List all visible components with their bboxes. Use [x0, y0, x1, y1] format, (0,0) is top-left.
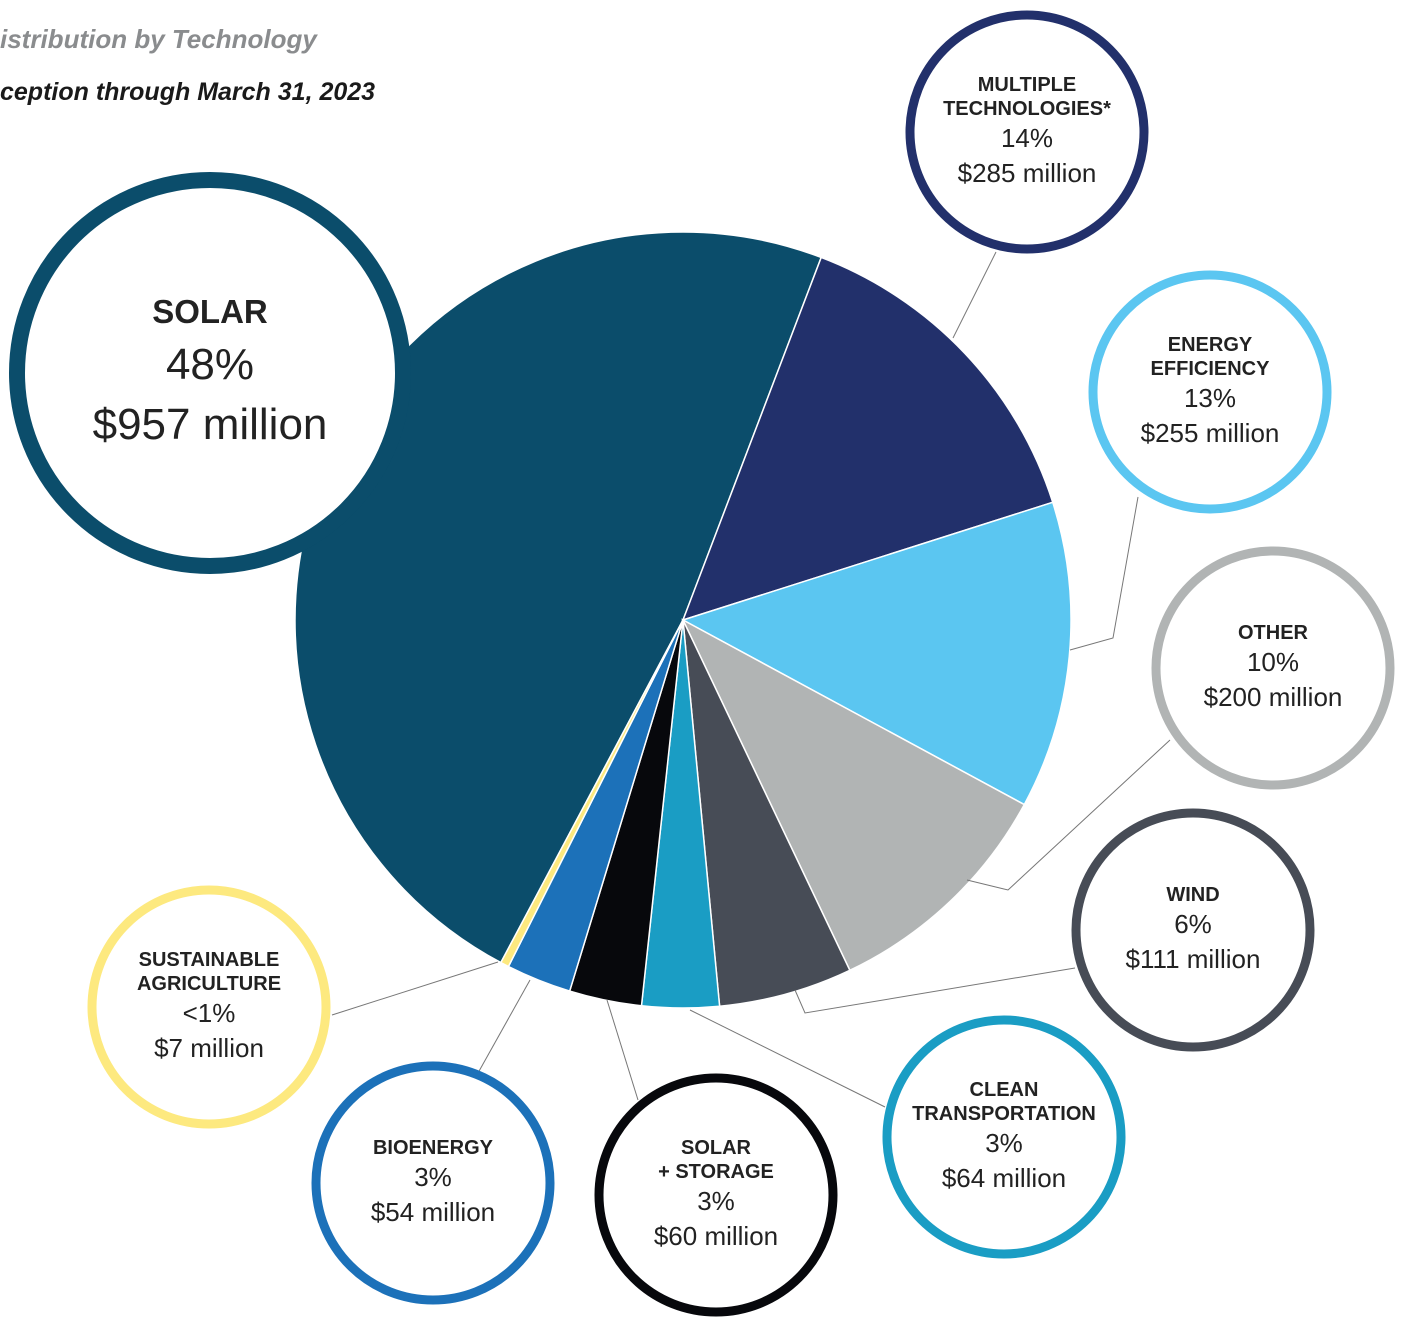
- share-label: 3%: [985, 1127, 1023, 1158]
- share-label: 3%: [414, 1161, 452, 1192]
- bubble-label: CLEAN TRANSPORTATION 3% $64 million: [887, 1020, 1121, 1254]
- label-bubble: [311, 1061, 555, 1305]
- share-label: 3%: [697, 1185, 735, 1216]
- value-label: $7 million: [154, 1033, 264, 1063]
- share-label: 14%: [1000, 122, 1054, 153]
- bubble-label: SOLAR 48% $957 million: [17, 180, 403, 566]
- value-label: $60 million: [653, 1221, 779, 1251]
- leader-line: [966, 739, 1171, 891]
- leader-line: [952, 251, 997, 339]
- category-label: CLEAN TRANSPORTATION: [912, 1078, 1096, 1125]
- label-bubble: [1151, 546, 1395, 790]
- pie-slice: [681, 501, 1072, 806]
- leader-line: [689, 1009, 886, 1108]
- category-label: ENERGY EFFICIENCY: [1150, 333, 1270, 380]
- label-bubble: [87, 885, 331, 1129]
- category-label: OTHER: [1238, 621, 1308, 644]
- leader-line: [331, 961, 499, 1016]
- value-label: $285 million: [957, 158, 1097, 188]
- label-bubble: [9, 172, 411, 574]
- bubble-label: WIND 6% $111 million: [1076, 813, 1310, 1047]
- leader-line: [1069, 496, 1139, 651]
- bubble-label: ENERGY EFFICIENCY 13% $255 million: [1093, 275, 1327, 509]
- pie-slice: [681, 618, 1026, 972]
- share-label: <1%: [182, 997, 236, 1028]
- bubble-label: BIOENERGY 3% $54 million: [316, 1066, 550, 1300]
- bubble-label: SUSTAINABLE AGRICULTURE <1% $7 million: [92, 890, 326, 1124]
- pie-slice: [682, 619, 851, 1008]
- category-label: MULTIPLE TECHNOLOGIES*: [943, 73, 1111, 120]
- chart-subtitle: ception through March 31, 2023: [0, 78, 376, 106]
- share-label: 13%: [1183, 382, 1237, 413]
- share-label: 10%: [1246, 646, 1300, 677]
- value-label: $64 million: [941, 1163, 1067, 1193]
- value-label: $54 million: [370, 1197, 496, 1227]
- bubble-label: SOLAR + STORAGE 3% $60 million: [599, 1078, 833, 1312]
- pie-slice: [499, 619, 684, 968]
- share-label: 48%: [165, 340, 255, 390]
- share-label: 6%: [1174, 908, 1212, 939]
- category-label: SUSTAINABLE AGRICULTURE: [136, 948, 282, 995]
- value-label: $957 million: [92, 399, 328, 449]
- value-label: $200 million: [1203, 682, 1343, 712]
- category-label: SOLAR + STORAGE: [658, 1136, 774, 1183]
- label-bubble: [1088, 270, 1332, 514]
- leader-line: [794, 967, 1076, 1014]
- chart-title: istribution by Technology: [0, 24, 317, 54]
- label-bubble: [882, 1015, 1126, 1259]
- leader-line: [477, 979, 531, 1074]
- value-label: $111 million: [1125, 944, 1261, 974]
- label-bubble: [905, 10, 1149, 254]
- label-bubble: [594, 1073, 838, 1317]
- bubble-label: MULTIPLE TECHNOLOGIES* 14% $285 million: [910, 15, 1144, 249]
- bubble-label: OTHER 10% $200 million: [1156, 551, 1390, 785]
- leader-line: [606, 999, 639, 1101]
- category-label: WIND: [1166, 883, 1220, 906]
- pie-slice: [681, 256, 1054, 622]
- label-bubble: [1071, 808, 1315, 1052]
- category-label: BIOENERGY: [372, 1136, 494, 1159]
- category-label: SOLAR: [152, 292, 268, 330]
- value-label: $255 million: [1140, 418, 1280, 448]
